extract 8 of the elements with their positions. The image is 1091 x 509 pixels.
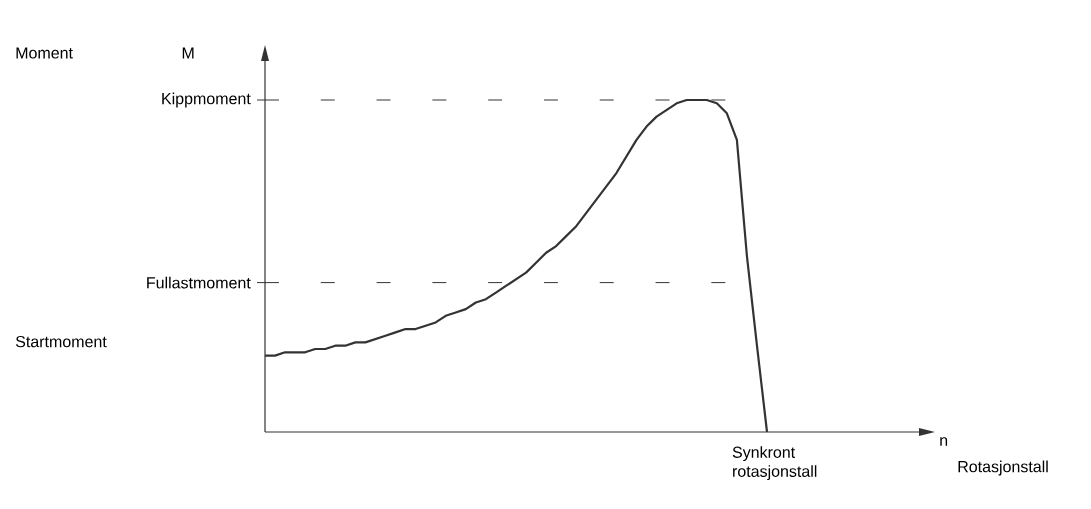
text: Rotasjonstall bbox=[958, 460, 1048, 476]
text: n bbox=[940, 437, 948, 446]
ref-line-label: Kippmoment bbox=[162, 92, 251, 108]
ref-line-label: Fullastmoment bbox=[147, 276, 251, 289]
text: Synkront rotasjonstall bbox=[732, 446, 817, 481]
y-axis-title: M bbox=[182, 47, 194, 59]
text: Startmoment bbox=[15, 335, 107, 348]
text: Moment bbox=[16, 47, 73, 59]
